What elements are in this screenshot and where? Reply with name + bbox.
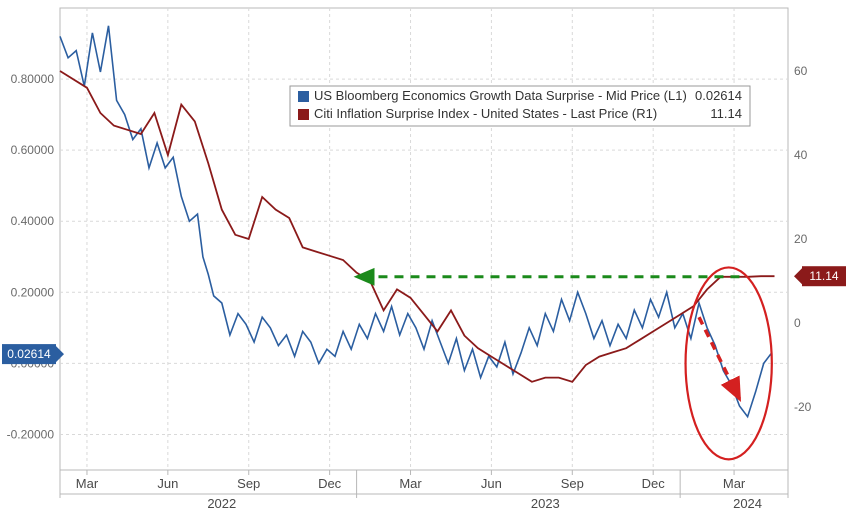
x-month-label: Mar <box>723 476 746 491</box>
right-value-badge: 11.14 <box>794 266 846 286</box>
x-month-label: Mar <box>399 476 422 491</box>
y-right-tick-label: 60 <box>794 64 808 78</box>
x-month-label: Sep <box>561 476 584 491</box>
x-month-label: Sep <box>237 476 260 491</box>
legend-label: Citi Inflation Surprise Index - United S… <box>314 106 657 121</box>
x-month-label: Dec <box>642 476 666 491</box>
chart-container: -0.200000.000000.200000.400000.600000.80… <box>0 0 848 525</box>
badge-value: 11.14 <box>809 269 838 283</box>
legend-value: 0.02614 <box>695 88 742 103</box>
chart-svg: -0.200000.000000.200000.400000.600000.80… <box>0 0 848 525</box>
x-month-label: Dec <box>318 476 342 491</box>
plot-area <box>60 8 788 470</box>
y-left-tick-label: 0.20000 <box>11 285 55 299</box>
y-right-tick-label: 0 <box>794 316 801 330</box>
legend: US Bloomberg Economics Growth Data Surpr… <box>290 86 750 126</box>
x-year-label: 2024 <box>733 496 762 511</box>
legend-value: 11.14 <box>710 106 742 121</box>
y-right-tick-label: 20 <box>794 232 808 246</box>
x-year-label: 2023 <box>531 496 560 511</box>
y-left-tick-label: 0.80000 <box>11 72 55 86</box>
y-right-tick-label: 40 <box>794 148 808 162</box>
legend-swatch <box>298 91 309 102</box>
badge-value: 0.02614 <box>7 347 51 361</box>
left-value-badge: 0.02614 <box>2 344 64 364</box>
legend-label: US Bloomberg Economics Growth Data Surpr… <box>314 88 687 103</box>
legend-swatch <box>298 109 309 120</box>
x-month-label: Jun <box>157 476 178 491</box>
y-right-tick-label: -20 <box>794 400 812 414</box>
x-month-label: Mar <box>76 476 99 491</box>
y-left-tick-label: -0.20000 <box>7 427 55 441</box>
x-year-label: 2022 <box>207 496 236 511</box>
y-left-tick-label: 0.60000 <box>11 143 55 157</box>
x-month-label: Jun <box>481 476 502 491</box>
y-left-tick-label: 0.40000 <box>11 214 55 228</box>
